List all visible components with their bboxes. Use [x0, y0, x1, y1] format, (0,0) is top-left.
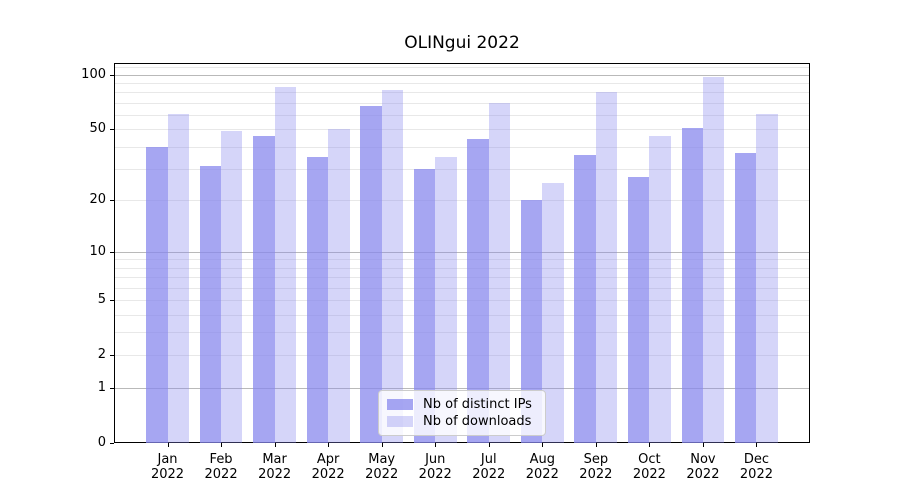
legend-item-distinct-ips: Nb of distinct IPs	[387, 396, 537, 413]
bar-sep-downloads	[595, 92, 618, 443]
y-tick-label-100: 100	[81, 66, 106, 82]
legend-label-distinct-ips: Nb of distinct IPs	[423, 397, 532, 412]
bar-apr-downloads	[328, 129, 350, 443]
legend: Nb of distinct IPs Nb of downloads	[378, 390, 546, 436]
x-tick-jan	[167, 443, 169, 447]
gridline-minor-50	[115, 129, 809, 131]
x-tick-oct	[649, 443, 651, 447]
legend-item-downloads: Nb of downloads	[387, 413, 537, 430]
bar-oct-downloads	[649, 135, 671, 443]
bar-apr-ips	[306, 157, 329, 443]
gridline-major-1	[115, 387, 809, 389]
x-tick-mar	[274, 443, 276, 447]
x-tick-label-apr: Apr 2022	[311, 452, 345, 482]
x-tick-aug	[542, 443, 544, 447]
x-tick-feb	[221, 443, 223, 447]
y-tick-label-5: 5	[97, 292, 106, 308]
bar-oct-ips	[627, 177, 650, 443]
y-tick-label-50: 50	[89, 121, 106, 137]
x-tick-label-dec: Dec 2022	[739, 452, 773, 482]
y-tick-10	[110, 251, 114, 253]
y-tick-5	[110, 300, 114, 302]
x-tick-label-may: May 2022	[365, 452, 399, 482]
bar-dec-downloads	[756, 113, 778, 443]
x-tick-jul	[488, 443, 490, 447]
gridline-minor-60	[115, 114, 809, 116]
bar-nov-ips	[681, 127, 703, 443]
bar-jul-downloads	[488, 102, 511, 443]
x-tick-label-feb: Feb 2022	[204, 452, 238, 482]
bar-jul-ips	[467, 139, 489, 443]
x-tick-label-sep: Sep 2022	[579, 452, 613, 482]
bar-may-downloads	[381, 90, 404, 443]
bar-feb-downloads	[221, 130, 243, 443]
x-tick-apr	[328, 443, 330, 447]
bar-aug-ips	[520, 200, 543, 443]
gridline-major-10	[115, 251, 809, 253]
bar-jun-ips	[413, 168, 436, 443]
x-tick-dec	[756, 443, 758, 447]
y-tick-50	[110, 129, 114, 131]
bar-jan-ips	[146, 146, 168, 443]
gridline-minor-5	[115, 300, 809, 302]
y-tick-0	[110, 443, 114, 444]
y-tick-2	[110, 355, 114, 357]
gridline-minor-9	[115, 259, 809, 261]
bar-may-ips	[360, 106, 382, 443]
bar-nov-downloads	[702, 77, 725, 443]
y-tick-20	[110, 200, 114, 202]
x-tick-label-aug: Aug 2022	[525, 452, 559, 482]
plot-area	[114, 63, 810, 443]
legend-label-downloads: Nb of downloads	[423, 414, 532, 429]
gridline-minor-90	[115, 83, 809, 85]
y-tick-label-1: 1	[97, 379, 106, 395]
gridline-major-100	[115, 74, 809, 76]
x-tick-label-jun: Jun 2022	[418, 452, 452, 482]
x-tick-label-nov: Nov 2022	[686, 452, 720, 482]
x-tick-label-mar: Mar 2022	[258, 452, 292, 482]
bar-feb-ips	[199, 166, 222, 443]
x-tick-label-jan: Jan 2022	[150, 452, 185, 482]
gridline-minor-110	[115, 67, 809, 69]
gridline-minor-3	[115, 332, 809, 334]
gridline-minor-20	[115, 200, 809, 202]
y-tick-label-10: 10	[89, 243, 106, 259]
gridline-minor-70	[115, 102, 809, 104]
legend-swatch-downloads	[387, 416, 413, 427]
x-tick-label-oct: Oct 2022	[632, 452, 666, 482]
gridline-minor-40	[115, 146, 809, 148]
x-tick-label-jul: Jul 2022	[472, 452, 506, 482]
bar-mar-ips	[253, 135, 275, 443]
x-tick-jun	[435, 443, 437, 447]
bar-mar-downloads	[274, 86, 297, 443]
y-tick-label-20: 20	[89, 192, 106, 208]
x-tick-sep	[595, 443, 597, 447]
bar-aug-downloads	[542, 183, 564, 443]
gridline-minor-8	[115, 267, 809, 269]
bar-jan-downloads	[167, 113, 189, 443]
legend-swatch-distinct-ips	[387, 399, 413, 410]
gridline-minor-6	[115, 287, 809, 289]
bar-dec-ips	[735, 152, 757, 443]
y-tick-label-0: 0	[97, 435, 106, 450]
y-tick-label-2: 2	[97, 347, 106, 363]
gridline-minor-2	[115, 355, 809, 357]
gridline-minor-4	[115, 314, 809, 316]
bar-jun-downloads	[435, 157, 457, 443]
x-tick-may	[381, 443, 383, 447]
chart-title: OLINgui 2022	[404, 33, 520, 53]
gridline-minor-7	[115, 277, 809, 279]
gridline-minor-80	[115, 92, 809, 94]
bar-sep-ips	[574, 154, 596, 443]
y-tick-1	[110, 387, 114, 389]
y-tick-100	[110, 74, 114, 76]
gridline-minor-30	[115, 168, 809, 170]
x-tick-nov	[702, 443, 704, 447]
